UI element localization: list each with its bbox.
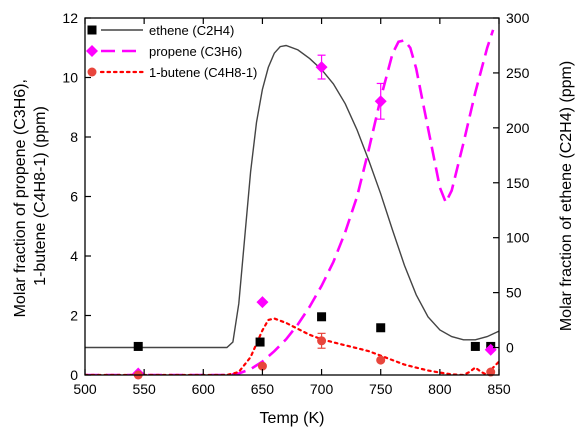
legend-marker	[86, 45, 98, 57]
data-point-square	[470, 341, 480, 351]
x-tick-label: 600	[192, 381, 216, 397]
y-right-tick-label: 300	[506, 10, 530, 26]
data-point-diamond	[484, 343, 497, 356]
y-left-tick-label: 4	[70, 248, 78, 264]
data-point-diamond	[315, 61, 328, 74]
left-axis-title-line-1: Molar fraction of propene (C3H6),	[12, 79, 29, 317]
y-left-tick-label: 2	[70, 308, 78, 324]
data-point-square	[317, 312, 327, 322]
y-right-tick-label: 0	[506, 340, 514, 356]
data-point-circle	[376, 355, 386, 365]
x-tick-label: 700	[310, 381, 334, 397]
data-point-square	[133, 341, 143, 351]
legend-label: propene (C3H6)	[149, 44, 242, 59]
data-points	[132, 54, 497, 380]
x-tick-label: 550	[132, 381, 156, 397]
right-axis-title: Molar fraction of ethene (C2H4) (ppm)	[558, 61, 575, 331]
y-right-tick-label: 150	[506, 175, 530, 191]
y-left-tick-label: 10	[62, 70, 78, 86]
data-point-square	[376, 323, 386, 333]
legend: ethene (C2H4) propene (C3H6) 1-butene (C4H…	[86, 23, 257, 80]
data-point-circle	[486, 367, 496, 377]
data-point-circle	[317, 336, 327, 346]
model-curve-circle	[85, 317, 499, 375]
left-axis-title: Molar fraction of propene (C3H6), 1-bute…	[12, 75, 49, 318]
legend-marker	[87, 25, 97, 35]
data-point-diamond	[374, 95, 387, 108]
x-tick-label: 800	[428, 381, 452, 397]
x-tick-label: 500	[73, 381, 97, 397]
plot-frame	[84, 17, 500, 376]
legend-marker	[87, 67, 97, 77]
x-tick-label: 750	[369, 381, 393, 397]
axis-ticks: 500 550 600 650 700 750 800 850 0 2 4 6 8 10 12 0 50 100 1…	[62, 10, 529, 397]
y-right-tick-label: 250	[506, 65, 530, 81]
x-tick-label: 850	[487, 381, 511, 397]
y-left-tick-label: 6	[70, 189, 78, 205]
legend-label: ethene (C2H4)	[149, 23, 234, 38]
x-tick-label: 650	[251, 381, 275, 397]
y-right-tick-label: 200	[506, 120, 530, 136]
model-curve-square	[85, 44, 499, 349]
y-left-tick-label: 0	[70, 367, 78, 383]
left-axis-title-line-2: 1-butene (C4H8-1) (ppm)	[32, 106, 49, 286]
x-axis-title: Temp (K)	[260, 410, 325, 427]
y-right-tick-label: 50	[506, 285, 522, 301]
legend-label: 1-butene (C4H8-1)	[149, 65, 257, 80]
data-point-diamond	[256, 296, 269, 309]
y-left-tick-label: 8	[70, 129, 78, 145]
y-right-tick-label: 100	[506, 230, 530, 246]
model-curves	[85, 29, 499, 375]
data-point-square	[255, 337, 265, 347]
y-left-tick-label: 12	[62, 10, 78, 26]
data-point-circle	[257, 361, 267, 371]
